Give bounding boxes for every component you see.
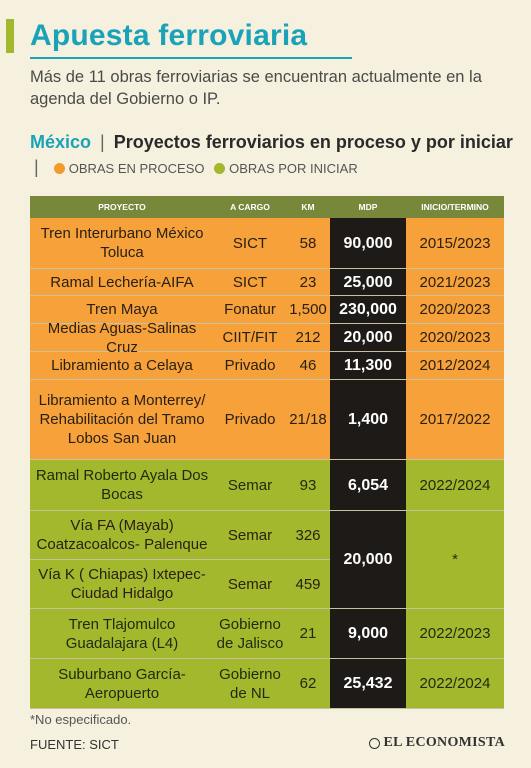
cell-km: 62 [299, 675, 317, 692]
cell-cargo: Semar [227, 476, 273, 494]
cell-mdp: 25,432 [330, 659, 406, 708]
cell-km: 21 [299, 625, 317, 642]
header-proyecto: PROYECTO [98, 202, 146, 212]
cell-cargo: Gobierno de Jalisco [216, 615, 284, 652]
cell-proyecto: Ramal Roberto Ayala Dos Bocas [35, 467, 209, 503]
cell-periodo: 2012/2024 [419, 357, 491, 374]
merged-subrows: Vía FA (Mayab) Coatzacoalcos- Palenque S… [30, 511, 330, 608]
table-row: Libramiento a Monterrey/ Rehabilitación … [30, 380, 504, 460]
cell-periodo: 2022/2023 [419, 625, 491, 642]
table-row: Libramiento a Celaya Privado 46 11,300 2… [30, 352, 504, 380]
cell-proyecto: Tren Tlajomulco Guadalajara (L4) [65, 615, 179, 652]
cell-km: 58 [299, 234, 317, 252]
cell-periodo-merged: * [452, 551, 458, 568]
section-heading: México | Proyectos ferroviarios en proce… [30, 130, 525, 181]
cell-periodo: 2020/2023 [419, 301, 491, 318]
cell-periodo: 2022/2024 [419, 476, 491, 494]
projects-table: PROYECTO A CARGO KM MDP INICIO/TERMINO T… [30, 196, 504, 709]
cell-km: 326 [295, 526, 321, 544]
page-title: Apuesta ferroviaria [30, 19, 308, 52]
cell-cargo: CIIT/FIT [222, 329, 278, 346]
cell-mdp: 230,000 [330, 296, 406, 323]
cell-mdp: 1,400 [330, 380, 406, 459]
cell-km: 1,500 [289, 301, 327, 318]
cell-proyecto: Suburbano García- Aeropuerto [58, 665, 186, 702]
legend-item-proceso: OBRAS EN PROCESO [68, 161, 205, 176]
merged-row-group: Vía FA (Mayab) Coatzacoalcos- Palenque S… [30, 511, 504, 609]
table-row: Tren Maya Fonatur 1,500 230,000 2020/202… [30, 296, 504, 324]
section-title: Proyectos ferroviarios en proceso y por … [113, 132, 513, 152]
cell-mdp: 20,000 [330, 324, 406, 351]
publisher-name: EL ECONOMISTA [383, 735, 505, 750]
publisher-logo: EL ECONOMISTA [368, 735, 506, 751]
cell-km: 212 [295, 329, 321, 346]
cell-periodo: 2015/2023 [419, 234, 491, 252]
country-label: México [30, 132, 92, 152]
cell-proyecto: Vía FA (Mayab) Coatzacoalcos- Palenque [36, 517, 208, 553]
cell-cargo: Semar [227, 526, 273, 544]
cell-cargo: Semar [227, 575, 273, 593]
cell-proyecto: Tren Interurbano México Toluca [40, 225, 204, 261]
cell-proyecto: Ramal Lechería-AIFA [50, 273, 194, 291]
cell-periodo: 2017/2022 [419, 411, 491, 428]
footnote: *No especificado. [30, 712, 132, 727]
cell-cargo: Gobierno de NL [219, 665, 281, 702]
header-km: KM [301, 202, 315, 212]
cell-proyecto: Medias Aguas-Salinas Cruz [47, 319, 197, 356]
title-row: Apuesta ferroviaria [0, 16, 307, 56]
source-label: FUENTE: SICT [30, 737, 119, 752]
header-periodo: INICIO/TERMINO [421, 202, 489, 212]
table-row: Tren Tlajomulco Guadalajara (L4) Gobiern… [30, 609, 504, 659]
cell-proyecto: Tren Maya [86, 301, 158, 318]
title-underline [30, 57, 352, 59]
cell-mdp: 11,300 [330, 352, 406, 379]
cell-cargo: Privado [224, 357, 276, 374]
legend-item-iniciar: OBRAS POR INICIAR [229, 161, 358, 176]
heading-separator: | [100, 132, 105, 152]
cell-proyecto: Vía K ( Chiapas) Ixtepec- Ciudad Hidalgo [38, 566, 206, 602]
table-row: Vía FA (Mayab) Coatzacoalcos- Palenque S… [30, 511, 330, 559]
cell-cargo: Fonatur [224, 301, 276, 318]
table-header: PROYECTO A CARGO KM MDP INICIO/TERMINO [30, 196, 504, 218]
cell-cargo: SICT [232, 234, 268, 252]
cell-mdp: 90,000 [330, 218, 406, 268]
table-row: Medias Aguas-Salinas Cruz CIIT/FIT 212 2… [30, 319, 504, 356]
cell-mdp: 6,054 [330, 460, 406, 510]
table-row: Tren Interurbano México Toluca SICT 58 9… [30, 218, 504, 269]
cell-km: 46 [299, 357, 317, 374]
legend: OBRAS EN PROCESO OBRAS POR INICIAR [48, 161, 358, 176]
table-row: Vía K ( Chiapas) Ixtepec- Ciudad Hidalgo… [30, 559, 330, 608]
table-row: Suburbano García- Aeropuerto Gobierno de… [30, 659, 504, 709]
header-mdp: MDP [358, 202, 378, 212]
cell-proyecto: Libramiento a Celaya [51, 357, 193, 374]
cell-km: 21/18 [289, 411, 327, 428]
cell-mdp-merged: 20,000 [330, 511, 406, 608]
table-row: Ramal Lechería-AIFA SICT 23 25,000 2021/… [30, 269, 504, 296]
table-row: Ramal Roberto Ayala Dos Bocas Semar 93 6… [30, 460, 504, 511]
cell-proyecto: Libramiento a Monterrey/ Rehabilitación … [38, 392, 206, 447]
cell-cargo: Privado [224, 411, 276, 428]
cell-periodo: 2020/2023 [419, 329, 491, 346]
cell-mdp: 25,000 [330, 269, 406, 295]
title-accent-bar [6, 19, 14, 53]
cell-periodo: 2021/2023 [419, 273, 491, 291]
cell-km: 23 [299, 273, 317, 291]
publisher-logo-icon [368, 737, 380, 749]
cell-cargo: SICT [232, 273, 268, 291]
cell-periodo: 2022/2024 [419, 675, 491, 692]
legend-separator: | [34, 157, 39, 177]
header-cargo: A CARGO [230, 202, 270, 212]
legend-orange-dot-icon [53, 163, 65, 174]
cell-km: 93 [299, 476, 317, 494]
legend-green-dot-icon [214, 163, 226, 174]
subtitle: Más de 11 obras ferroviarias se encuentr… [30, 68, 482, 108]
cell-km: 459 [295, 575, 321, 593]
cell-mdp: 9,000 [330, 609, 406, 658]
